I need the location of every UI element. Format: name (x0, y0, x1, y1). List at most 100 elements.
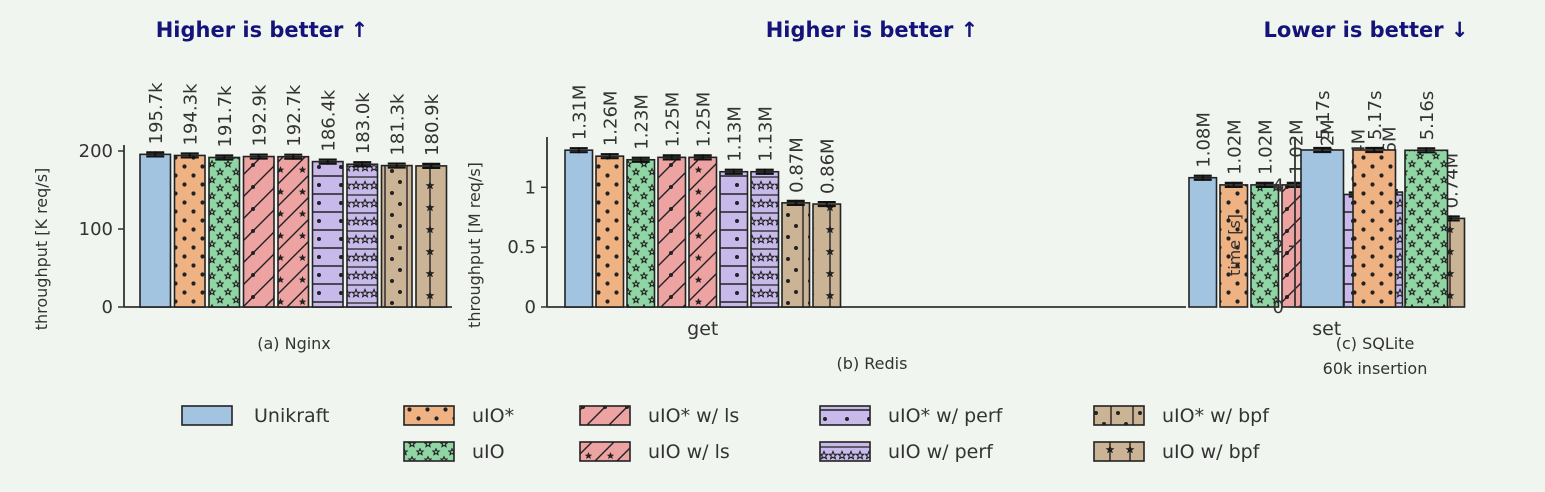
redis-bar-pattern (782, 202, 810, 307)
nginx-value-label: 194.3k (181, 83, 202, 146)
sqlite-ytick-label: 4 (1273, 176, 1284, 197)
redis-bar-pattern (1251, 184, 1279, 307)
legend-swatch-outline (579, 405, 631, 426)
redis-ytick-label: 0 (525, 297, 536, 318)
nginx-bar-pattern (312, 161, 343, 307)
nginx-ytick-label: 200 (79, 141, 113, 162)
legend-label: uIO* w/ perf (888, 405, 1004, 427)
legend-swatch-pattern (820, 406, 870, 425)
legend-label: uIO* (472, 405, 514, 427)
redis-bar-pattern (1220, 184, 1248, 307)
legend-swatch-pattern (1094, 406, 1144, 425)
redis-bar-pattern (596, 156, 624, 307)
nginx-bar-pattern (243, 156, 274, 307)
sqlite-bar-pattern (1353, 149, 1396, 307)
sqlite-panel: 0 2 4 time [s] 5.17s 5.17s 5.16s (c) SQLite 60k … (1225, 91, 1453, 378)
redis-value-label: 1.02M (1256, 119, 1277, 175)
redis-value-label: 1.26M (601, 91, 622, 147)
sqlite-caption: (c) SQLite (1336, 334, 1415, 353)
legend-label: uIO (472, 441, 505, 463)
redis-category-label: get (687, 318, 718, 340)
legend-label: uIO* w/ ls (648, 405, 739, 427)
redis-bar (1189, 177, 1217, 307)
nginx-bar-pattern (416, 165, 447, 307)
nginx-value-label: 192.9k (250, 84, 271, 147)
legend-label: uIO w/ perf (888, 441, 994, 463)
sqlite-bar (1301, 149, 1344, 307)
nginx-value-label: 180.9k (422, 93, 443, 156)
legend-swatch-outline (181, 405, 233, 426)
sqlite-value-label: 5.17s (1313, 91, 1334, 140)
legend-swatch-outline (403, 405, 455, 426)
legend-swatch-outline (579, 441, 631, 462)
redis-bar-pattern (813, 204, 841, 307)
nginx-value-label: 192.7k (284, 84, 305, 147)
redis-value-label: 1.23M (632, 94, 653, 150)
legend-label: uIO w/ bpf (1162, 441, 1261, 463)
redis-ytick-label: 0.5 (507, 237, 536, 258)
sqlite-y-label: time [s] (1225, 214, 1244, 276)
nginx-bar-pattern (278, 156, 309, 307)
legend-swatch-outline (819, 441, 871, 462)
legend-swatch-outline (1093, 441, 1145, 462)
legend-label: Unikraft (254, 405, 330, 427)
redis-value-label: 0.87M (787, 137, 808, 193)
redis-y-label: throughput [M req/s] (465, 162, 484, 328)
legend-swatch-pattern (404, 406, 454, 425)
redis-value-label: 0.86M (818, 138, 839, 194)
redis-header: Higher is better ↑ (766, 18, 979, 42)
nginx-ytick-label: 0 (102, 297, 113, 318)
nginx-bar-pattern (209, 157, 240, 307)
legend: Unikraft uIO* uIO* w/ ls uIO* w/ perf uIO* w… (181, 405, 1270, 463)
sqlite-ytick-label: 0 (1273, 297, 1284, 318)
nginx-value-label: 186.4k (319, 89, 340, 152)
redis-value-label: 1.13M (725, 106, 746, 162)
legend-swatch-pattern (820, 442, 870, 461)
nginx-value-label: 191.7k (215, 85, 236, 148)
sqlite-ytick-label: 2 (1273, 236, 1284, 257)
sqlite-header: Lower is better ↓ (1264, 18, 1469, 42)
redis-bar-pattern (627, 159, 655, 307)
legend-swatch-outline (1093, 405, 1145, 426)
redis-value-label: 1.02M (1225, 119, 1246, 175)
legend-swatch (182, 406, 232, 425)
redis-caption: (b) Redis (837, 354, 908, 373)
redis-value-label: 1.08M (1194, 112, 1215, 168)
nginx-value-label: 183.0k (353, 92, 374, 155)
nginx-bar-pattern (381, 165, 412, 307)
sqlite-value-label: 5.17s (1365, 91, 1386, 140)
nginx-bar-pattern (174, 155, 205, 307)
legend-swatch-pattern (580, 442, 630, 461)
redis-bar-pattern (751, 171, 779, 307)
redis-bar-pattern (720, 171, 748, 307)
sqlite-value-label: 5.16s (1417, 91, 1438, 140)
nginx-value-label: 195.7k (146, 82, 167, 145)
nginx-value-label: 181.3k (388, 93, 409, 156)
nginx-header: Higher is better ↑ (156, 18, 369, 42)
redis-ytick-label: 1 (525, 177, 536, 198)
nginx-y-label: throughput [K req/s] (32, 168, 51, 331)
sqlite-bar-pattern (1405, 150, 1448, 307)
legend-swatch-pattern (580, 406, 630, 425)
legend-swatch-outline (819, 405, 871, 426)
nginx-bar (140, 154, 171, 307)
redis-value-label: 1.25M (663, 92, 684, 148)
redis-value-label: 1.25M (694, 92, 715, 148)
legend-label: uIO* w/ bpf (1162, 405, 1270, 427)
nginx-bar-pattern (347, 164, 378, 307)
redis-bar-pattern (689, 157, 717, 307)
nginx-caption: (a) Nginx (257, 334, 331, 353)
redis-value-label: 1.31M (570, 85, 591, 141)
redis-bar (565, 150, 593, 307)
nginx-ytick-label: 100 (79, 219, 113, 240)
legend-label: uIO w/ ls (648, 441, 730, 463)
sqlite-caption-line2: 60k insertion (1323, 359, 1428, 378)
legend-swatch-pattern (1094, 442, 1144, 461)
redis-bar-pattern (658, 157, 686, 307)
legend-swatch-pattern (404, 442, 454, 461)
redis-value-label: 1.13M (756, 106, 777, 162)
legend-swatch-outline (403, 441, 455, 462)
redis-category-label: set (1312, 318, 1341, 340)
